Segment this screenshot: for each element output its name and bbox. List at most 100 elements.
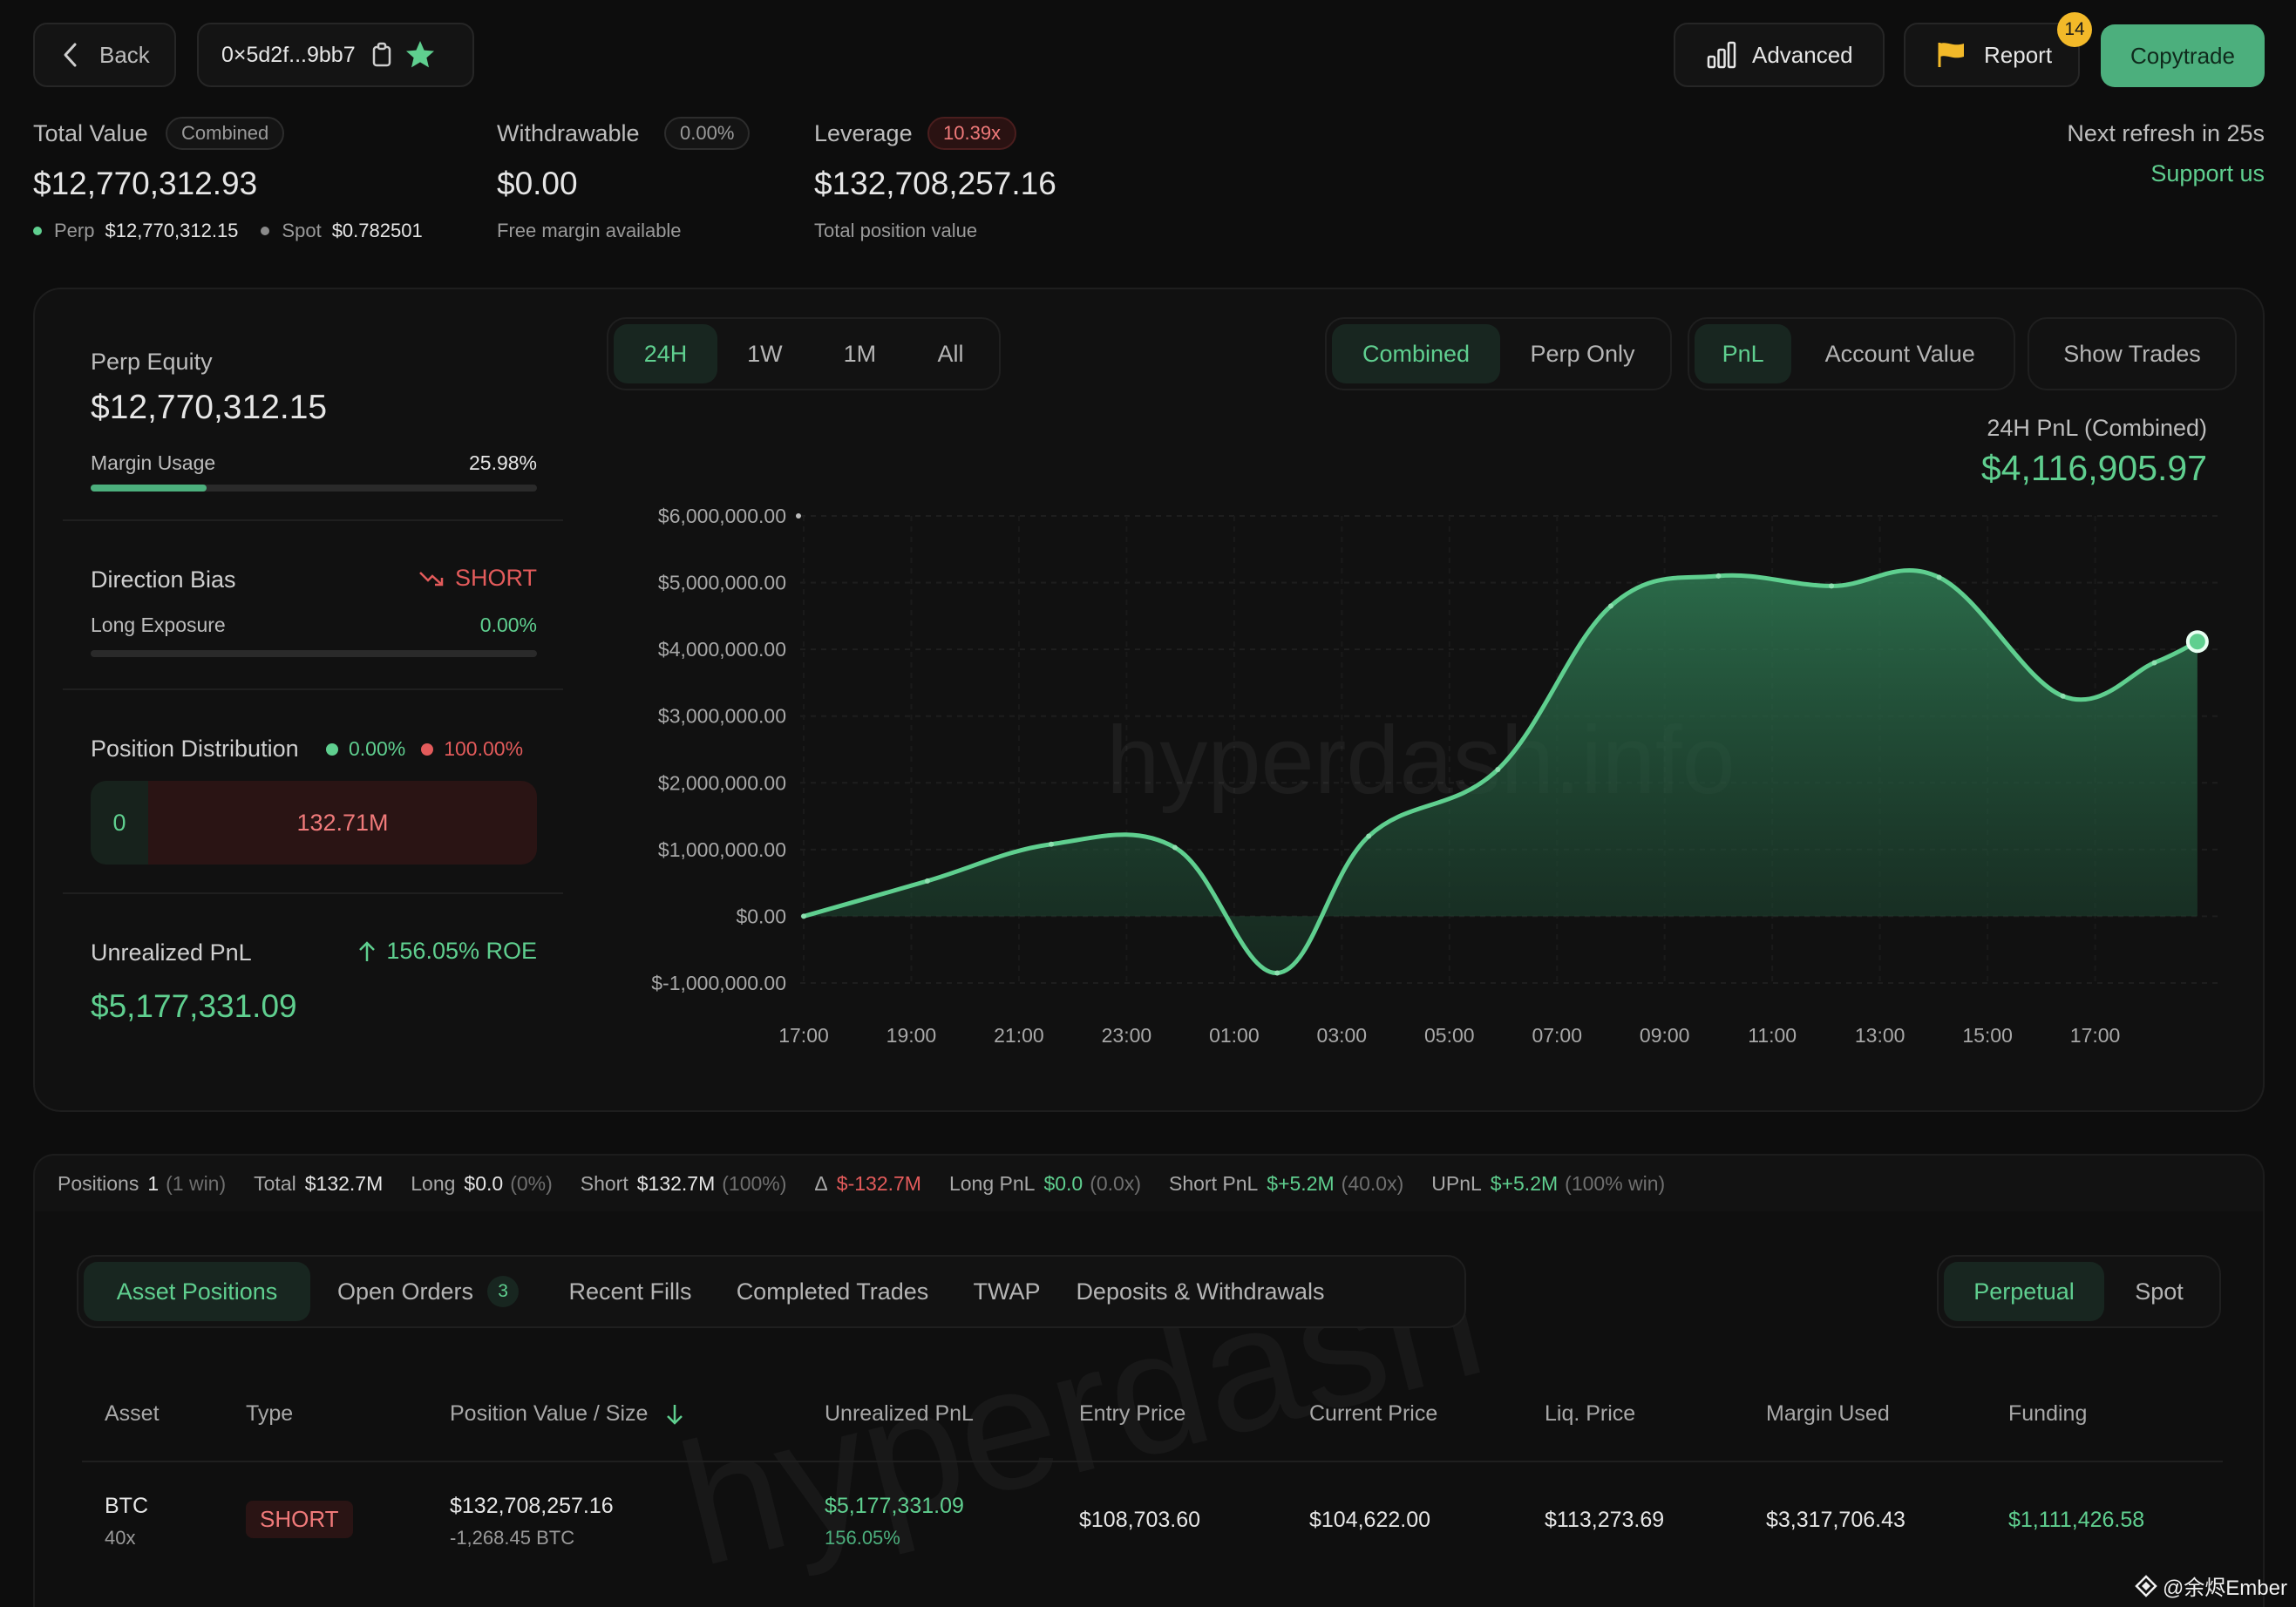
pnl-point xyxy=(2151,660,2157,666)
summary-long-pnl-label: Long PnL xyxy=(948,1171,1036,1195)
pnl-current-point[interactable] xyxy=(2185,630,2209,654)
back-button[interactable]: Back xyxy=(33,23,176,87)
tab-asset-positions[interactable]: Asset Positions xyxy=(84,1262,310,1321)
direction-bias-value-wrap: SHORT xyxy=(418,565,537,592)
y-tick-label: $5,000,000.00 xyxy=(658,572,786,594)
range-1w[interactable]: 1W xyxy=(747,340,783,367)
y-tick-label: $4,000,000.00 xyxy=(658,638,786,661)
leverage-value: $132,708,257.16 xyxy=(814,166,1056,201)
pnl-point xyxy=(1048,841,1054,847)
summary-short-pnl-label: Short PnL xyxy=(1169,1171,1259,1195)
mode-selector: Combined Perp Only xyxy=(1325,317,1672,390)
x-tick-label: 23:00 xyxy=(1102,1024,1152,1047)
col-liq-price[interactable]: Liq. Price xyxy=(1545,1401,1636,1426)
summary-total-label: Total xyxy=(254,1171,296,1195)
advanced-button[interactable]: Advanced xyxy=(1674,23,1885,87)
tab-deposits[interactable]: Deposits & Withdrawals xyxy=(1076,1278,1325,1305)
x-tick-label: 07:00 xyxy=(1532,1024,1582,1047)
distribution-legend: 0.00% 100.00% xyxy=(326,737,523,761)
summary-upnl-paren: (100% win) xyxy=(1565,1171,1666,1195)
row-current-price: $104,622.00 xyxy=(1309,1508,1431,1532)
trend-down-icon xyxy=(419,571,444,586)
dist-long-value: 0 xyxy=(112,809,126,836)
star-icon[interactable] xyxy=(404,39,436,71)
row-leverage: 40x xyxy=(105,1527,136,1549)
upnl-value: $5,177,331.09 xyxy=(91,988,297,1024)
summary-short-pnl-paren: (40.0x) xyxy=(1341,1171,1404,1195)
chevron-left-icon xyxy=(64,43,77,67)
report-button[interactable]: Report xyxy=(1904,23,2080,87)
dist-long-pct: 0.00% xyxy=(349,737,406,760)
diamond-logo-icon xyxy=(2135,1574,2157,1597)
col-position-value[interactable]: Position Value / Size xyxy=(450,1401,684,1427)
col-entry-price[interactable]: Entry Price xyxy=(1079,1401,1186,1426)
withdrawable-sub: Free margin available xyxy=(497,220,682,241)
x-tick-label: 17:00 xyxy=(778,1024,829,1047)
pnl-point xyxy=(1607,603,1613,609)
x-tick-label: 19:00 xyxy=(886,1024,937,1047)
summary-long-pnl-paren: (0.0x) xyxy=(1090,1171,1141,1195)
tab-twap[interactable]: TWAP xyxy=(973,1278,1041,1305)
x-tick-label: 13:00 xyxy=(1855,1024,1905,1047)
row-entry-price: $108,703.60 xyxy=(1079,1508,1201,1532)
range-1m[interactable]: 1M xyxy=(843,340,877,367)
perp-value: $12,770,312.15 xyxy=(105,220,239,241)
summary-long-pnl: Long PnL $0.0 (0.0x) xyxy=(949,1172,1141,1196)
pnl-value: $4,116,905.97 xyxy=(1980,448,2207,488)
col-funding[interactable]: Funding xyxy=(2008,1401,2088,1426)
pnl-point xyxy=(801,913,806,919)
spot-value: $0.782501 xyxy=(331,220,423,241)
margin-usage-label: Margin Usage xyxy=(91,451,216,474)
spot-label: Spot xyxy=(282,220,322,241)
short-dot xyxy=(421,742,434,756)
x-tick-label: 03:00 xyxy=(1317,1024,1368,1047)
perp-dot xyxy=(33,227,42,235)
summary-total-value: $132.7M xyxy=(304,1171,384,1195)
support-link[interactable]: Support us xyxy=(2150,160,2265,186)
long-dot xyxy=(326,742,338,756)
copy-icon[interactable] xyxy=(371,42,392,68)
tab-open-orders[interactable]: Open Orders 3 xyxy=(310,1262,546,1321)
col-asset[interactable]: Asset xyxy=(105,1401,160,1426)
tab-perpetual[interactable]: Perpetual xyxy=(1944,1262,2104,1321)
tab-completed-trades[interactable]: Completed Trades xyxy=(736,1278,929,1305)
chart-origin-dot xyxy=(796,513,801,519)
summary-upnl-value: $+5.2M xyxy=(1490,1171,1559,1195)
col-margin-used[interactable]: Margin Used xyxy=(1766,1401,1890,1426)
range-24h[interactable]: 24H xyxy=(614,324,717,383)
pnl-point xyxy=(1495,766,1501,772)
arrow-up-icon xyxy=(359,940,376,961)
y-tick-label: $6,000,000.00 xyxy=(658,505,786,527)
mode-combined[interactable]: Combined xyxy=(1332,324,1500,383)
tab-recent-fills[interactable]: Recent Fills xyxy=(568,1278,692,1305)
tab-spot[interactable]: Spot xyxy=(2135,1278,2184,1305)
summary-positions-value: 1 xyxy=(147,1171,160,1195)
col-current-price[interactable]: Current Price xyxy=(1309,1401,1438,1426)
summary-delta: Δ $-132.7M xyxy=(814,1172,921,1196)
upnl-roe: 156.05% ROE xyxy=(386,938,537,964)
range-all[interactable]: All xyxy=(937,340,964,367)
y-tick-label: $2,000,000.00 xyxy=(658,771,786,794)
pnl-area-fill xyxy=(804,570,2198,973)
x-tick-label: 17:00 xyxy=(2070,1024,2121,1047)
report-label: Report xyxy=(1984,41,2053,68)
withdrawable-value: $0.00 xyxy=(497,166,578,201)
bar-chart-icon xyxy=(1707,41,1736,69)
margin-usage-bar xyxy=(91,485,537,492)
show-trades-toggle[interactable]: Show Trades xyxy=(2028,317,2237,390)
mode-perp-only[interactable]: Perp Only xyxy=(1530,340,1635,367)
advanced-label: Advanced xyxy=(1752,41,1853,68)
metric-account-value[interactable]: Account Value xyxy=(1824,340,1975,367)
pnl-point xyxy=(1366,833,1372,839)
sort-down-icon xyxy=(667,1404,683,1425)
col-unrealized-pnl[interactable]: Unrealized PnL xyxy=(825,1401,974,1426)
col-type[interactable]: Type xyxy=(246,1401,294,1426)
position-distribution-label: Position Distribution xyxy=(91,736,299,762)
copytrade-button[interactable]: Copytrade xyxy=(2101,24,2265,87)
perp-spot-breakdown: Perp $12,770,312.15 Spot $0.782501 xyxy=(33,220,423,242)
market-type-tabs: Perpetual Spot xyxy=(1937,1255,2221,1328)
row-type-badge: SHORT xyxy=(246,1501,353,1538)
left-divider-3 xyxy=(63,892,563,894)
metric-pnl[interactable]: PnL xyxy=(1695,324,1792,383)
